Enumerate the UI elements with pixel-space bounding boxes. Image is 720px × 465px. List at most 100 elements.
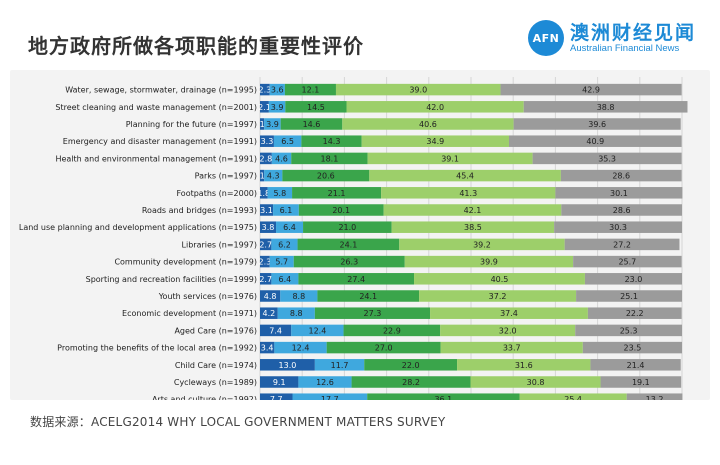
bar-segment xyxy=(284,83,336,96)
bar-segment xyxy=(381,187,556,199)
bar-segment xyxy=(440,341,583,354)
data-label: 31.6 xyxy=(515,361,533,370)
data-label: 24.1 xyxy=(359,292,377,301)
chart-panel: 0%10%20%30%40%50%60%70%80%90%100%Water, … xyxy=(10,70,710,400)
bar-segment xyxy=(260,359,315,371)
bar-segment xyxy=(260,169,265,182)
bar-segment xyxy=(554,221,682,233)
data-label: 30.8 xyxy=(527,378,545,387)
data-label: 40.6 xyxy=(419,120,437,129)
bar-segment xyxy=(314,359,365,371)
bar-segment xyxy=(367,152,533,165)
data-label: 2.7 xyxy=(259,240,272,249)
data-label: 23.5 xyxy=(624,344,642,353)
y-category-label: Emergency and disaster management (n=199… xyxy=(63,137,257,146)
bar-segment xyxy=(260,135,274,147)
bar-segment xyxy=(273,135,302,147)
bar-segment xyxy=(298,376,352,388)
data-label: 3.4 xyxy=(261,344,274,353)
bar-segment xyxy=(282,169,370,182)
bar-segment xyxy=(260,83,270,96)
bar-segment xyxy=(260,273,272,285)
data-label: 2.1 xyxy=(258,103,271,112)
y-category-label: Land use planning and development applic… xyxy=(19,223,257,232)
brand-logo: AFN 澳洲财经见闻 Australian Financial News xyxy=(528,16,708,60)
data-label: 37.4 xyxy=(500,309,518,318)
bar-segment xyxy=(383,204,562,216)
bar-segment xyxy=(260,238,272,251)
data-label: 28.6 xyxy=(612,172,630,181)
y-category-label: Street cleaning and waste management (n=… xyxy=(55,103,257,112)
bar-segment xyxy=(523,101,688,113)
data-label: 3.6 xyxy=(271,86,284,95)
data-label: 37.2 xyxy=(489,292,507,301)
data-label: 2.7 xyxy=(259,275,272,284)
data-label: 25.4 xyxy=(564,395,582,400)
bar-segment xyxy=(419,290,577,302)
data-label: 42.9 xyxy=(582,86,600,95)
data-label: 1.8 xyxy=(257,189,270,198)
bar-segment xyxy=(285,101,347,113)
data-label: 28.6 xyxy=(613,206,631,215)
y-category-label: Libraries (n=1997) xyxy=(182,240,257,249)
bar-segment xyxy=(260,307,278,319)
bar-segment xyxy=(508,135,682,147)
bar-segment xyxy=(297,238,400,251)
data-label: 3.9 xyxy=(266,120,279,129)
bar-segment xyxy=(303,221,392,233)
bar-segment xyxy=(291,152,368,165)
bar-segment xyxy=(269,83,285,96)
bar-segment xyxy=(260,255,270,268)
data-label: 8.8 xyxy=(290,309,303,318)
bar-segment xyxy=(260,324,292,337)
bar-segment xyxy=(260,290,281,302)
bar-segment xyxy=(346,101,524,113)
data-label: 5.7 xyxy=(275,258,288,267)
data-label: 3.9 xyxy=(271,103,284,112)
bar-segment xyxy=(260,101,269,113)
bar-segment xyxy=(326,341,441,354)
y-category-label: Health and environmental management (n=1… xyxy=(55,154,257,163)
bar-segment xyxy=(260,187,268,199)
bar-segment xyxy=(271,273,299,285)
data-label: 6.4 xyxy=(283,223,296,232)
y-category-label: Child Care (n=1974) xyxy=(175,361,257,370)
data-label: 27.4 xyxy=(347,275,365,284)
data-label: 7.4 xyxy=(269,326,282,335)
bar-segment xyxy=(573,255,682,268)
data-label: 28.2 xyxy=(402,378,420,387)
data-label: 1 xyxy=(260,172,265,181)
bar-segment xyxy=(280,118,343,130)
bar-segment xyxy=(293,255,405,268)
bar-segment xyxy=(301,135,362,147)
bar-segment xyxy=(500,83,682,96)
bar-segment xyxy=(399,238,565,251)
bar-segment xyxy=(457,359,591,371)
data-label: 21.1 xyxy=(328,189,346,198)
y-category-label: Sporting and recreation facilities (n=19… xyxy=(86,275,257,284)
data-label: 33.7 xyxy=(503,344,521,353)
data-label: 25.1 xyxy=(620,292,638,301)
data-label: 25.7 xyxy=(618,258,636,267)
data-label: 12.4 xyxy=(292,344,310,353)
data-label: 39.0 xyxy=(409,86,427,95)
bar-segment xyxy=(291,324,344,337)
data-label: 38.8 xyxy=(597,103,615,112)
bar-segment xyxy=(269,255,294,268)
data-label: 3.8 xyxy=(262,223,275,232)
bar-segment xyxy=(414,273,585,285)
data-label: 1 xyxy=(260,120,265,129)
bar-segment xyxy=(343,324,441,337)
afn-logo-icon: AFN xyxy=(528,20,564,56)
data-label: 9.1 xyxy=(273,378,286,387)
bar-segment xyxy=(519,393,627,400)
bar-segment xyxy=(260,118,265,130)
data-label: 14.5 xyxy=(307,103,325,112)
bar-segment xyxy=(260,152,272,165)
logo-english-name: Australian Financial News xyxy=(570,43,680,54)
data-label: 38.5 xyxy=(464,223,482,232)
y-category-label: Water, sewage, stormwater, drainage (n=1… xyxy=(65,86,257,95)
data-label: 3.1 xyxy=(260,206,273,215)
bar-segment xyxy=(513,118,681,130)
bar-segment xyxy=(314,307,431,319)
